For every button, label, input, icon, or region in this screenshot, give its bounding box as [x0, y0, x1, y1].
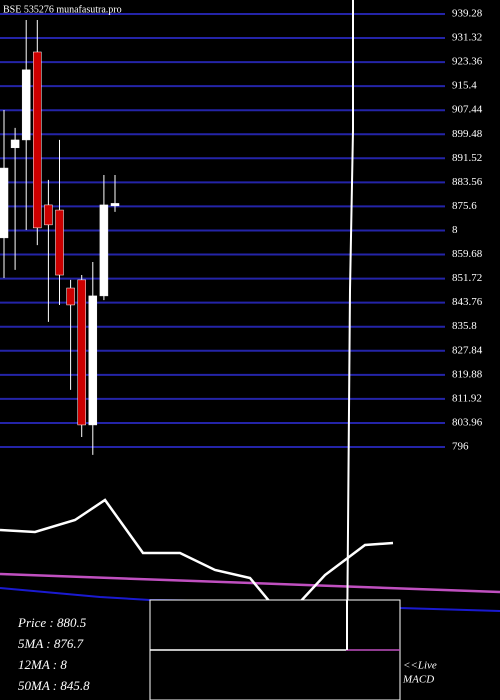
y-tick-label: 923.36	[452, 56, 483, 68]
y-tick-label: 796	[452, 441, 469, 453]
y-tick-label: 939.28	[452, 7, 483, 19]
info-price: Price : 880.5	[17, 615, 87, 630]
y-tick-label: 8	[452, 224, 458, 236]
y-tick-label: 859.68	[452, 248, 483, 260]
chart-title: BSE 535276 munafasutra.pro	[3, 4, 122, 15]
info-12ma: 12MA : 8	[18, 657, 67, 672]
y-tick-label: 899.48	[452, 128, 483, 140]
candle-body	[110, 203, 120, 207]
macd-line	[0, 498, 394, 604]
y-tick-label: 931.32	[452, 32, 482, 44]
candle-body	[88, 295, 98, 426]
y-tick-label: 811.92	[452, 392, 482, 404]
candle-body	[33, 51, 42, 229]
candle-body	[0, 167, 9, 239]
y-tick-label: 915.4	[452, 80, 477, 92]
candle-body	[44, 204, 53, 226]
candles	[0, 19, 120, 455]
y-tick-label: 907.44	[452, 104, 483, 116]
ma-line	[0, 572, 500, 594]
info-50ma: 50MA : 845.8	[18, 678, 90, 693]
candle-body	[21, 69, 31, 141]
candle-body	[10, 139, 20, 149]
candle-body	[99, 204, 109, 297]
y-tick-label: 819.88	[452, 368, 483, 380]
macd-label: <<Live	[403, 660, 437, 672]
candle-body	[77, 279, 86, 426]
macd-label: MACD	[402, 674, 434, 686]
y-tick-label: 891.52	[452, 152, 482, 164]
y-tick-label: 803.96	[452, 416, 483, 428]
y-tick-label: 875.6	[452, 200, 477, 212]
grid: 939.28 931.32 923.36 915.4 907.44 899.48 891.5…	[0, 7, 483, 453]
y-tick-label: 827.84	[452, 344, 483, 356]
candle-body	[66, 287, 75, 306]
info-5ma: 5MA : 876.7	[18, 636, 84, 651]
y-tick-label: 835.8	[452, 320, 477, 332]
y-tick-label: 883.56	[452, 176, 483, 188]
y-tick-label: 851.72	[452, 272, 482, 284]
candle-body	[55, 209, 64, 276]
macd-spike	[346, 0, 354, 651]
y-tick-label: 843.76	[452, 296, 483, 308]
